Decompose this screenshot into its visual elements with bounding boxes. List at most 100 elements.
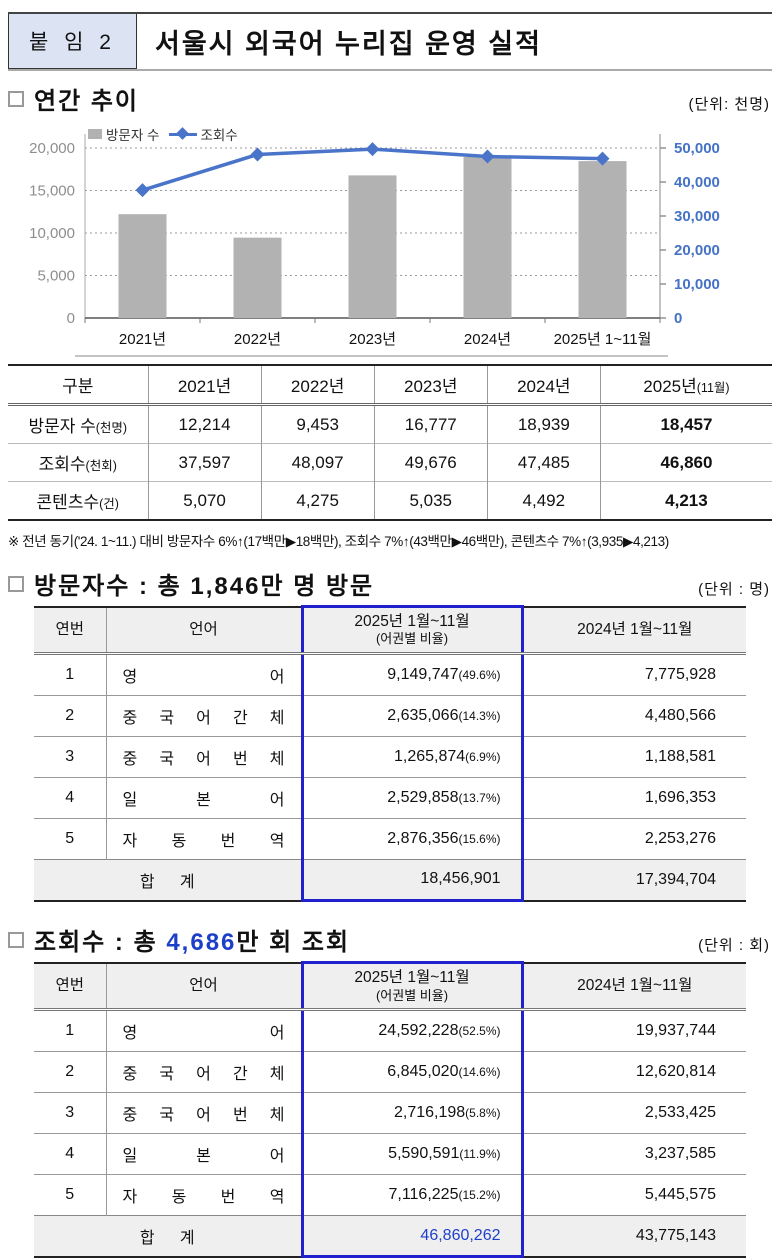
- table-row: 1 영 어 9,149,747(49.6%) 7,775,928: [34, 653, 746, 696]
- total-label: 합 계: [139, 1229, 195, 1247]
- language-cell: 일 본 어: [122, 791, 285, 809]
- line-series-label: 조회수: [200, 128, 238, 143]
- language-cell: 중 국 어 번 체: [122, 750, 285, 768]
- svg-text:2022년: 2022년: [234, 331, 281, 348]
- cell-value: 12,214: [147, 404, 262, 444]
- bar-series-label: 방문자 수: [106, 128, 160, 143]
- cell-value: 4,492: [486, 481, 601, 520]
- value-2024-cell: 3,237,585: [644, 1144, 716, 1162]
- section-annual-trend: 연간 추이 (단위: 천명): [8, 81, 770, 116]
- column-header-2025: 2025년 1월~11월 (어권별 비율): [300, 605, 524, 654]
- column-header: 2024년: [486, 365, 601, 405]
- column-header: 2025년(11월): [599, 365, 772, 405]
- total-label: 합 계: [139, 873, 195, 891]
- table-row: 4 일 본 어 5,590,591(11.9%) 3,237,585: [34, 1133, 746, 1175]
- svg-text:50,000: 50,000: [674, 140, 720, 157]
- svg-text:2021년: 2021년: [119, 331, 166, 348]
- total-2025-cell: 18,456,901: [300, 859, 524, 903]
- svg-text:0: 0: [67, 310, 75, 327]
- value-2025-cell: 5,590,591(11.9%): [300, 1133, 524, 1175]
- row-number: 2: [34, 1051, 107, 1093]
- row-label: 방문자 수(천명): [28, 417, 128, 436]
- value-2024-cell: 12,620,814: [635, 1062, 716, 1080]
- section-bullet-icon: [8, 575, 24, 592]
- row-number: 4: [34, 777, 107, 819]
- value-2024-cell: 2,253,276: [644, 829, 716, 847]
- row-number: 2: [34, 695, 107, 737]
- svg-text:10,000: 10,000: [674, 276, 720, 293]
- language-cell: 영 어: [122, 668, 285, 686]
- total-2025-cell: 46,860,262: [300, 1215, 524, 1258]
- cell-value: 48,097: [260, 443, 375, 482]
- table-row: 4 일 본 어 2,529,858(13.7%) 1,696,353: [34, 777, 746, 819]
- cell-value: 46,860: [599, 443, 772, 482]
- language-cell: 자 동 번 역: [122, 832, 285, 850]
- value-2024-cell: 4,480,566: [644, 706, 716, 724]
- column-header-language: 언어: [106, 962, 302, 1010]
- value-2025-cell: 2,716,198(5.8%): [300, 1092, 524, 1134]
- cell-value: 47,485: [486, 443, 601, 482]
- svg-text:2025년 1~11월: 2025년 1~11월: [554, 331, 652, 348]
- row-label: 콘텐츠수(건): [36, 493, 119, 512]
- svg-text:0: 0: [674, 310, 682, 327]
- total-row: 합 계 18,456,901 17,394,704: [34, 859, 746, 903]
- attachment-badge: 붙 임 2: [8, 14, 137, 69]
- column-header: 구분: [62, 377, 94, 396]
- cell-value: 37,597: [147, 443, 262, 482]
- table-row: 방문자 수(천명) 12,214 9,453 16,777 18,939 18,…: [8, 404, 772, 444]
- table-row: 2 중 국 어 간 체 2,635,066(14.3%) 4,480,566: [34, 695, 746, 737]
- table-header-row: 연번 언어 2025년 1월~11월 (어권별 비율) 2024년 1월~11월: [34, 961, 746, 1010]
- table-row: 조회수(천회) 37,597 48,097 49,676 47,485 46,8…: [8, 443, 772, 482]
- total-row: 합 계 46,860,262 43,775,143: [34, 1215, 746, 1258]
- svg-text:20,000: 20,000: [29, 140, 75, 157]
- column-header: 2023년: [373, 365, 488, 405]
- table-row: 콘텐츠수(건) 5,070 4,275 5,035 4,492 4,213: [8, 481, 772, 520]
- svg-text:5,000: 5,000: [37, 268, 75, 285]
- column-header: 2021년: [147, 365, 262, 405]
- cell-value: 4,213: [599, 481, 772, 520]
- value-2024-cell: 19,937,744: [635, 1021, 716, 1039]
- value-2025-cell: 2,635,066(14.3%): [300, 695, 524, 737]
- value-2024-cell: 1,188,581: [644, 747, 716, 765]
- chart-legend: 방문자 수 조회수: [88, 124, 238, 144]
- section-heading-annual: 연간 추이: [34, 88, 139, 115]
- annual-summary-table: 구분 2021년 2022년 2023년 2024년 2025년(11월) 방문…: [8, 364, 772, 521]
- unit-label-views: (단위 : 회): [698, 937, 770, 955]
- cell-value: 4,275: [260, 481, 375, 520]
- value-2025-cell: 1,265,874(6.9%): [300, 736, 524, 778]
- value-2025-cell: 24,592,228(52.5%): [300, 1009, 524, 1052]
- table-header-row: 구분 2021년 2022년 2023년 2024년 2025년(11월): [8, 365, 772, 405]
- value-2025-cell: 7,116,225(15.2%): [300, 1174, 524, 1216]
- total-2024-cell: 43,775,143: [635, 1226, 716, 1244]
- language-cell: 자 동 번 역: [122, 1188, 285, 1206]
- value-2024-cell: 5,445,575: [644, 1185, 716, 1203]
- svg-text:20,000: 20,000: [674, 242, 720, 259]
- cell-value: 18,457: [599, 404, 772, 444]
- language-cell: 중 국 어 간 체: [122, 1065, 285, 1083]
- total-2024-cell: 17,394,704: [635, 870, 716, 888]
- page-title: 서울시 외국어 누리집 운영 실적: [155, 29, 542, 59]
- bar-series-swatch-icon: [88, 129, 102, 139]
- unit-label-visitors: (단위 : 명): [698, 581, 770, 598]
- cell-value: 5,070: [147, 481, 262, 520]
- svg-text:2024년: 2024년: [464, 331, 511, 348]
- column-header-language: 언어: [106, 606, 302, 654]
- value-2024-cell: 1,696,353: [644, 788, 716, 806]
- row-label: 조회수(천회): [38, 455, 117, 474]
- row-number: 3: [34, 736, 107, 778]
- row-number: 3: [34, 1092, 107, 1134]
- trend-chart: 0 5,000 10,000 15,000 20,000 0 10,000 20,000 30,…: [29, 134, 720, 357]
- column-header-2024: 2024년 1월~11월: [522, 962, 746, 1010]
- unit-label-annual: (단위: 천명): [688, 96, 770, 113]
- column-header-2024: 2024년 1월~11월: [522, 606, 746, 654]
- yoy-comparison-note: ※ 전년 동기('24. 1~11.) 대비 방문자수 6%↑(17백만▶18백…: [8, 534, 669, 549]
- language-cell: 중 국 어 간 체: [122, 709, 285, 727]
- column-header-no: 연번: [34, 962, 107, 1010]
- column-header-2025: 2025년 1월~11월 (어권별 비율): [300, 961, 524, 1010]
- row-number: 5: [34, 1174, 107, 1216]
- cell-value: 5,035: [373, 481, 488, 520]
- row-number: 4: [34, 1133, 107, 1175]
- visitors-table: 연번 언어 2025년 1월~11월 (어권별 비율) 2024년 1월~11월 …: [34, 605, 746, 903]
- section-heading-views: 조회수 : 총 4,686만 회 조회: [34, 929, 351, 957]
- value-2024-cell: 2,533,425: [644, 1103, 716, 1121]
